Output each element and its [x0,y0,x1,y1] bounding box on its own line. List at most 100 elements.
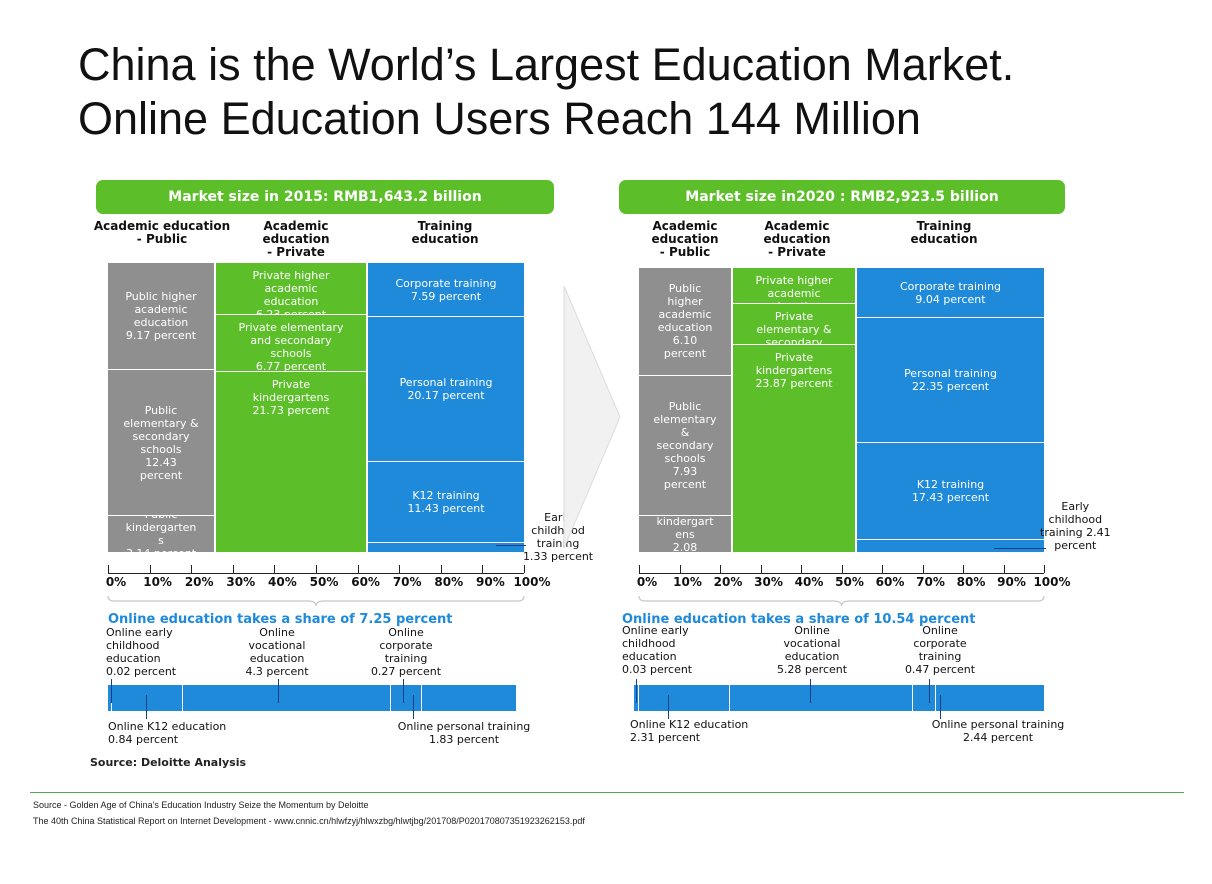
c2020-x-tick-7 [922,565,924,573]
c2020-online-label-5: Online personal training 2.44 percent [931,718,1065,744]
c2015-online-pointer-2 [146,695,147,719]
c2020-callout-line [994,548,1046,549]
c2015-x-tick-7 [399,565,401,573]
c2015-segment-2-1: Private higher academic education 6.23 p… [216,263,366,316]
c2015-online-divider-4 [108,685,422,711]
c2020-online-divider-4 [634,685,936,711]
c2020-online-pointer-1 [636,679,637,703]
c2020-segment-2-2: Private elementary & secondary schools 4… [733,304,855,345]
c2020-segment-3-1: Corporate training 9.04 percent [857,268,1044,319]
footer-source-2: The 40th China Statistical Report on Int… [33,816,585,826]
c2015-x-tick-2 [191,565,193,573]
c2020-online-share-header: Online education takes a share of 10.54 … [622,612,976,627]
c2015-online-divider-2 [108,685,183,711]
c2020-market-size-banner: Market size in2020 : RMB2,923.5 billion [619,180,1065,214]
c2015-online-pointer-3 [278,679,279,703]
transition-arrow [563,285,621,549]
c2015-segment-2-2: Private elementary and secondary schools… [216,315,366,372]
c2015-online-label-5: Online personal training 1.83 percent [397,720,531,746]
c2020-segment-1-2: Public elementary & secondary schools 7.… [639,375,731,517]
c2015-x-tick-4 [274,565,276,573]
chart-source: Source: Deloitte Analysis [90,756,247,769]
c2020-x-tick-label-1: 10% [673,575,702,589]
c2015-x-tick-label-7: 70% [392,575,422,589]
c2020-online-pointer-2 [668,695,669,719]
c2015-x-axis [108,573,524,574]
c2020-online-label-1: Online early childhood education 0.03 pe… [622,624,693,676]
c2020-x-tick-1 [679,565,681,573]
c2015-x-tick-label-8: 80% [434,575,464,589]
c2020-x-tick-0 [639,565,640,573]
c2015-segment-1-3: Public kindergarten s 3.14 percent [108,516,214,553]
title-line-2: Online Education Users Reach 144 Million [78,93,921,144]
c2020-x-tick-label-3: 30% [754,575,783,589]
slide-title: China is the World’s Largest Education M… [78,38,1014,146]
c2015-column-header-2: Academic education - Private [262,219,330,259]
c2020-x-tick-2 [720,565,721,573]
c2020-segment-3-2: Personal training 22.35 percent [857,318,1044,443]
c2020-online-brace [638,595,1045,607]
c2020-x-tick-label-5: 50% [835,575,864,589]
c2015-x-tick-1 [149,565,151,573]
c2015-callout-line [496,545,526,546]
c2020-x-tick-9 [1003,565,1005,573]
c2015-online-label-1: Online early childhood education 0.02 pe… [106,626,177,678]
c2020-online-bar [634,685,1044,711]
c2015-x-tick-label-2: 20% [184,575,214,589]
c2015-segment-2-3: Private kindergartens 21.73 percent [216,371,366,553]
c2020-online-pointer-4 [929,679,930,703]
c2015-online-pointer-4 [403,679,404,703]
c2015-online-pointer-1 [111,679,112,703]
c2015-online-share-header: Online education takes a share of 7.25 p… [108,612,453,627]
c2020-online-divider-1 [634,685,639,711]
c2020-segment-1-1: Public higher academic education 6.10 pe… [639,268,731,376]
footer-source-1: Source - Golden Age of China’s Education… [33,800,369,810]
c2020-x-tick-label-9: 90% [997,575,1026,589]
c2015-x-tick-label-0: 0% [105,575,127,589]
c2015-segment-3-2: Personal training 20.17 percent [368,317,524,462]
c2020-segment-2-3: Private kindergartens 23.87 percent [733,344,855,553]
c2015-x-tick-label-1: 10% [143,575,172,589]
c2020-column-header-2: Academic education - Private [763,219,831,259]
c2020-x-tick-5 [841,565,843,573]
c2020-x-tick-label-2: 20% [713,575,743,589]
c2020-segment-2-1: Private higher academic education 4.15 p… [733,268,855,305]
c2015-market-size-banner: Market size in 2015: RMB1,643.2 billion [96,180,554,214]
c2015-x-tick-6 [357,565,359,573]
c2020-online-divider-2 [634,685,730,711]
c2015-online-divider-3 [108,685,391,711]
c2020-x-tick-label-6: 60% [875,575,905,589]
c2015-online-pointer-5 [413,695,414,719]
c2020-online-label-3: Online vocational education 5.28 percent [776,624,848,676]
c2015-segment-3-4 [368,543,524,553]
c2015-online-brace [107,595,525,607]
footer-divider [30,792,1184,793]
c2015-online-label-3: Online vocational education 4.3 percent [245,626,309,678]
c2020-x-tick-label-8: 80% [956,575,986,589]
c2015-column-header-3: Training education [411,219,479,246]
c2015-x-tick-8 [440,565,442,573]
c2015-x-tick-label-4: 40% [268,575,297,589]
c2020-online-pointer-3 [810,679,811,703]
c2015-x-tick-label-6: 60% [351,575,380,589]
c2015-x-tick-9 [482,565,484,573]
c2015-segment-1-1: Public higher academic education 9.17 pe… [108,263,214,371]
c2020-column-header-3: Training education [910,219,978,246]
c2015-online-label-4: Online corporate training 0.27 percent [370,626,442,678]
c2015-segment-3-3: K12 training 11.43 percent [368,461,524,544]
c2015-x-tick-10 [524,565,525,573]
c2020-online-pointer-5 [940,695,941,719]
c2020-x-tick-6 [882,565,883,573]
c2020-x-tick-3 [760,565,762,573]
c2020-column-header-1: Academic education - Public [651,219,719,259]
c2020-x-tick-10 [1044,565,1045,573]
c2020-early-childhood-callout: Early childhood training 2.41 percent [1040,500,1111,552]
c2015-segment-1-2: Public elementary & secondary schools 12… [108,370,214,517]
c2020-segment-3-3: K12 training 17.43 percent [857,442,1044,540]
c2020-segment-3-4 [857,539,1044,553]
c2020-x-tick-label-4: 40% [794,575,824,589]
c2015-column-header-1: Academic education - Public [93,219,231,246]
c2020-online-label-4: Online corporate training 0.47 percent [904,624,976,676]
c2015-x-tick-label-10: 100% [513,575,551,589]
c2020-x-tick-label-0: 0% [636,575,658,589]
